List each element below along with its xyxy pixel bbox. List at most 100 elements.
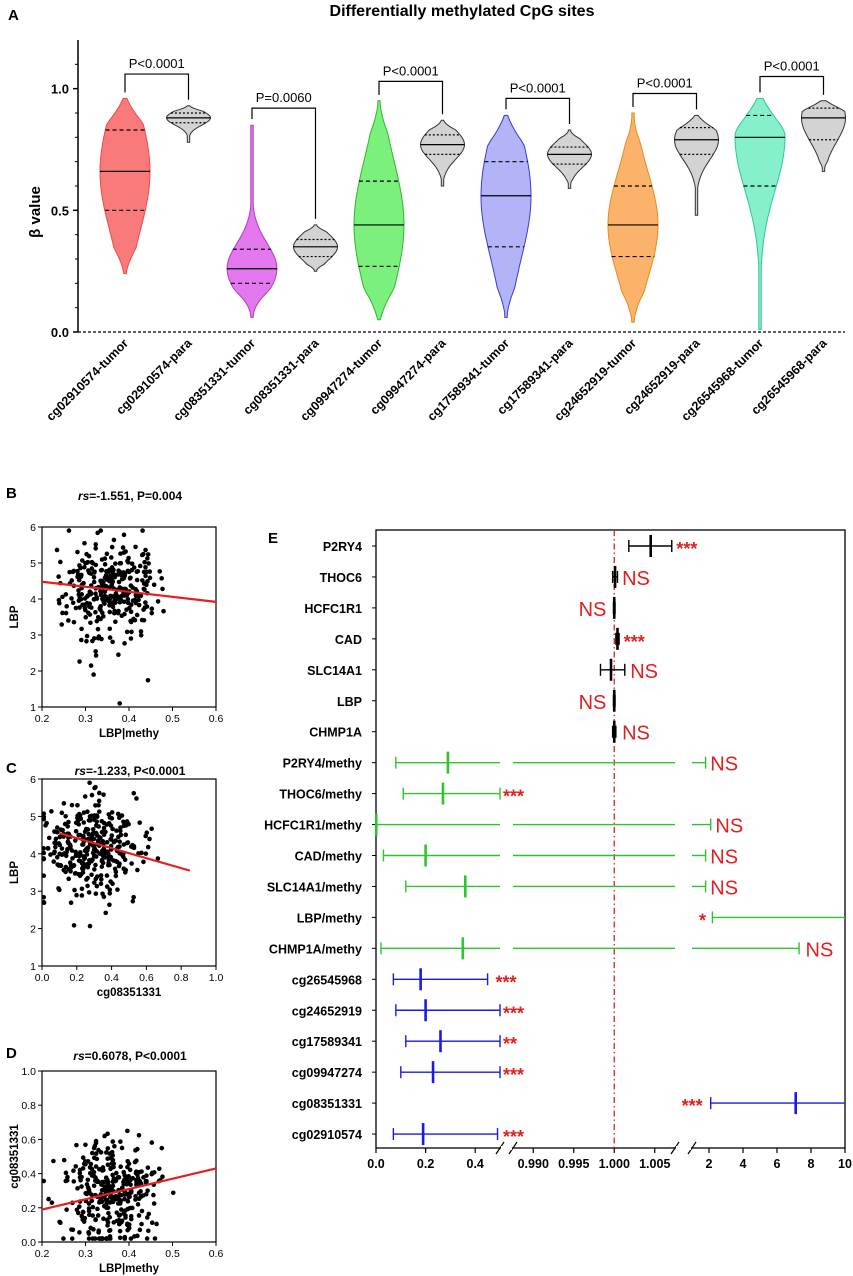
panel-c-title-rs: rs: [75, 764, 87, 778]
panel-d-point: [83, 1161, 88, 1167]
panel-c-point: [89, 836, 95, 842]
panel-d-point: [91, 1155, 97, 1161]
panel-a-ytick-label: 0.5: [51, 203, 69, 218]
panel-c-point: [49, 809, 54, 814]
panel-d-point: [145, 1188, 150, 1193]
panel-b-point: [66, 618, 71, 623]
panel-b-point: [106, 569, 111, 575]
panel-c-point: [99, 864, 105, 869]
panel-d-point: [85, 1177, 91, 1183]
panel-b-point: [107, 635, 113, 640]
panel-c-xtick-label: 0.2: [69, 972, 84, 984]
panel-d-point: [110, 1172, 115, 1178]
panel-b-point: [75, 549, 80, 555]
panel-b-point: [125, 558, 130, 564]
panel-b-point: [98, 568, 104, 573]
panel-e-frame: [375, 529, 846, 1149]
panel-c-xtick-label: 0.4: [104, 972, 119, 984]
panel-b-point: [98, 607, 103, 613]
panel-b-point: [56, 574, 61, 579]
panel-d-point: [125, 1128, 130, 1134]
panel-b-point: [137, 563, 143, 569]
panel-b-point: [84, 633, 90, 639]
panel-d-point: [100, 1165, 106, 1170]
panel-c-ytick-label: 3: [30, 886, 36, 898]
panel-c-point: [104, 840, 110, 845]
panel-d-point: [151, 1201, 157, 1206]
panel-e-significance: ***: [503, 1065, 524, 1085]
panel-d-point: [114, 1170, 119, 1176]
panel-c-point: [155, 856, 161, 861]
panel-d-point: [89, 1150, 95, 1156]
panel-d-point: [146, 1228, 151, 1234]
panel-b-point: [140, 528, 145, 533]
panel-d-fit-line: [41, 1167, 217, 1211]
panel-d-point: [138, 1194, 144, 1200]
panel-d-xtick-label: 0.4: [122, 1248, 137, 1260]
comparison-bracket: [632, 92, 698, 110]
panel-e-significance: NS: [622, 723, 650, 745]
panel-d-point: [92, 1236, 98, 1241]
panel-c-point: [98, 873, 104, 878]
panel-b-point: [93, 609, 98, 615]
panel-d-point: [134, 1158, 139, 1163]
panel-c-point: [73, 820, 79, 826]
panel-b-point: [104, 551, 110, 557]
panel-e-row-label: cg24652919: [292, 1004, 362, 1018]
panel-d-point: [105, 1223, 110, 1228]
panel-c-point: [104, 873, 110, 878]
panel-b-point: [91, 579, 97, 585]
panel-d-point: [126, 1161, 132, 1167]
panel-d-point: [104, 1236, 110, 1241]
panel-d-title-text: =0.6078, P<0.0001: [85, 1049, 187, 1063]
panel-b-point: [70, 600, 76, 606]
panel-d-point: [160, 1174, 165, 1179]
violin-cg08351331-para: [292, 224, 339, 272]
panel-d-point: [69, 1236, 75, 1241]
panel-d-point: [151, 1170, 157, 1175]
panel-b-point: [142, 605, 148, 610]
panel-b-point: [109, 555, 114, 560]
panel-b-point: [89, 605, 94, 610]
panel-d-point: [98, 1236, 104, 1241]
panel-c-point: [101, 792, 106, 797]
panel-b-point: [82, 605, 88, 611]
comparison-pvalue: P<0.0001: [383, 63, 439, 78]
panel-d-point: [113, 1196, 119, 1202]
panel-b-point: [139, 552, 145, 558]
panel-d-point: [74, 1142, 79, 1148]
panel-d-point: [144, 1236, 150, 1241]
panel-e-row-label: CAD: [335, 633, 362, 647]
panel-d-point: [117, 1228, 123, 1234]
panel-label-d: D: [6, 1045, 17, 1062]
panel-b-point: [60, 594, 65, 600]
panel-d-point: [75, 1186, 80, 1191]
panel-c-point: [85, 883, 90, 889]
panel-b-point: [109, 544, 115, 550]
panel-b-point: [128, 619, 134, 625]
panel-d-point: [117, 1221, 123, 1227]
panel-d-ytick-label: 0.0: [21, 1237, 36, 1249]
panel-b-point: [113, 619, 118, 625]
panel-d-point: [121, 1169, 127, 1175]
panel-c-point: [106, 857, 112, 862]
panel-b-point: [58, 559, 63, 565]
panel-e-axis-break: [508, 1141, 518, 1155]
panel-b-point: [88, 663, 94, 668]
panel-e-xtick-label: 1.000: [599, 1157, 630, 1171]
panel-c-point: [53, 836, 59, 842]
panel-d-point: [79, 1213, 85, 1219]
panel-b-point: [94, 618, 100, 624]
panel-b-ytick-label: 1: [30, 702, 36, 714]
panel-c-point: [109, 833, 115, 838]
panel-b-xtick-label: 0.4: [122, 713, 137, 725]
panel-c-ytick-label: 6: [30, 774, 36, 786]
panel-c-point: [59, 810, 65, 816]
panel-e-significance: NS: [806, 939, 834, 961]
panel-c-point: [54, 854, 60, 860]
panel-d-point: [49, 1200, 55, 1205]
panel-d-point: [80, 1155, 86, 1160]
panel-c-point: [45, 845, 51, 851]
panel-c-point: [95, 833, 100, 838]
panel-b-point: [109, 565, 115, 570]
